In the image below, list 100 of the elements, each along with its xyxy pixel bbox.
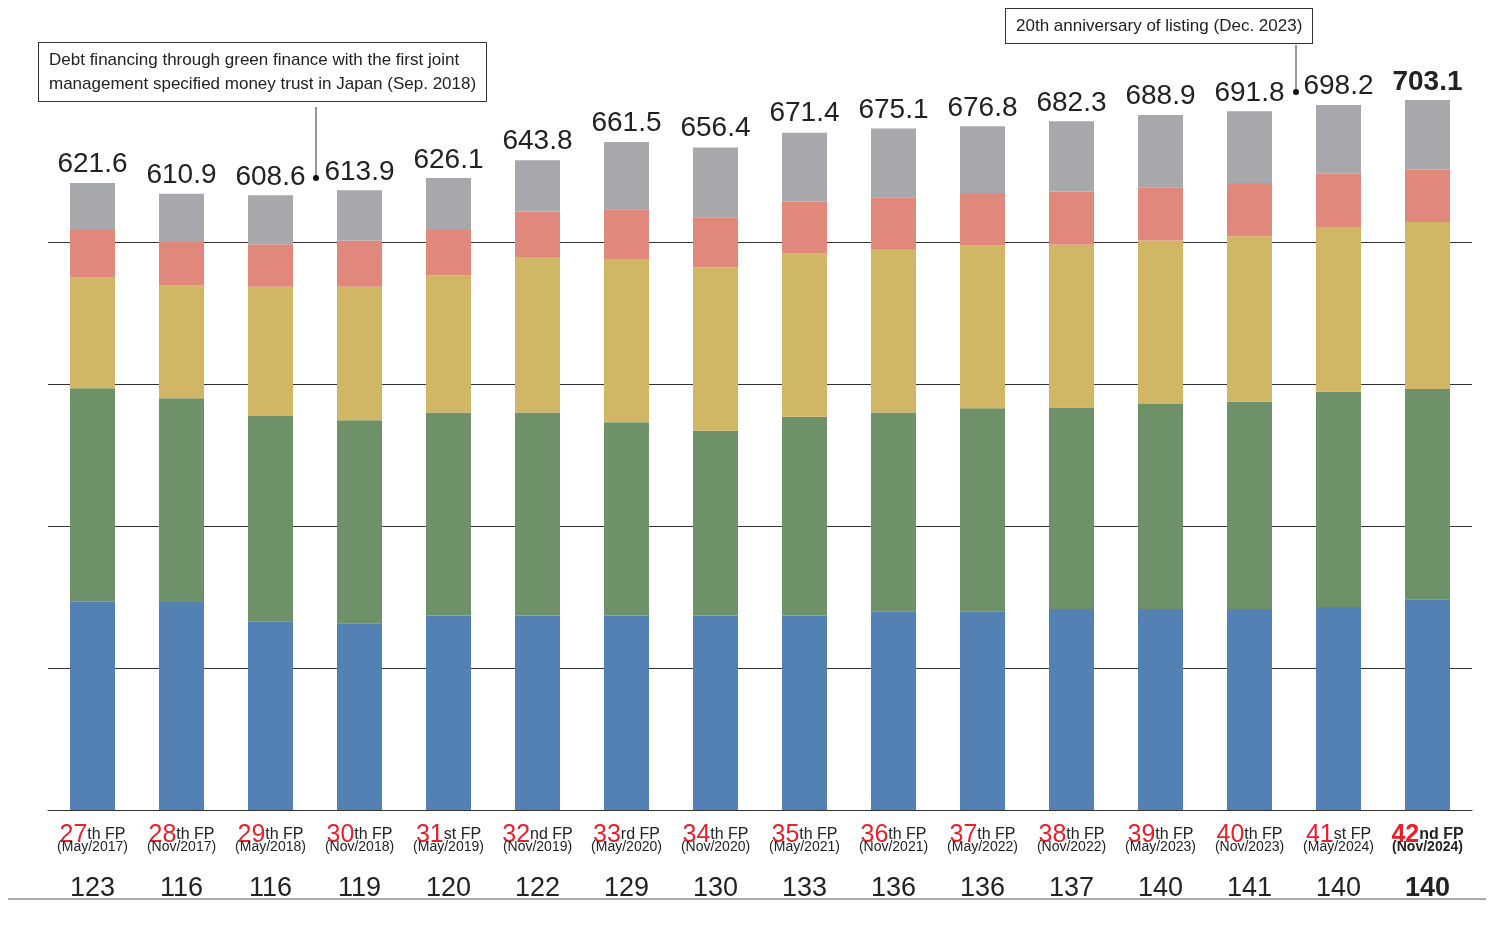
bar: [70, 277, 115, 389]
annotation: 621.6: [57, 146, 128, 178]
category-label: 30th FP (Nov/2018) 119: [324, 819, 395, 902]
bar: [426, 229, 471, 276]
annotation: 682.3: [1036, 85, 1107, 117]
bar: [693, 430, 738, 616]
bar: [871, 197, 916, 250]
annotation: 698.2: [1303, 69, 1374, 101]
bar: [1405, 100, 1450, 170]
bar: [1316, 606, 1361, 810]
bar: [1316, 104, 1361, 174]
bar: [871, 611, 916, 810]
bar: [515, 160, 560, 212]
bar: [248, 286, 293, 416]
annotation: 691.8: [1214, 75, 1285, 107]
bar: [248, 621, 293, 810]
category-label: 31st FP (May/2019) 120: [413, 819, 484, 902]
bar: [1405, 388, 1450, 600]
annotation: 703.1: [1392, 64, 1463, 96]
bar: [1049, 191, 1094, 245]
category-label: 38th FP (Nov/2022) 137: [1036, 819, 1107, 902]
bar: [70, 229, 115, 278]
bar: [1316, 227, 1361, 392]
bar: [693, 147, 738, 218]
text: Debt financing through green finance with the first joint management specified money trust in Japan (Sep. 2018): [38, 42, 488, 102]
annotation: 671.4: [769, 96, 840, 128]
bar: [1405, 599, 1450, 810]
category-label: 40th FP (Nov/2023) 141: [1214, 819, 1285, 902]
bar: [70, 601, 115, 810]
bar: [960, 408, 1005, 612]
bar: [70, 183, 115, 230]
category-label: 37th FP (May/2022) 136: [947, 819, 1018, 902]
annotation: 643.8: [502, 124, 573, 156]
bar: [159, 193, 204, 242]
bar: [871, 249, 916, 413]
bar: [604, 209, 649, 260]
category-label: 39th FP (May/2023) 140: [1125, 819, 1196, 902]
bar: [426, 412, 471, 616]
category-label: 41st FP (May/2024) 140: [1303, 819, 1374, 902]
bar: [960, 126, 1005, 194]
bar: [426, 275, 471, 413]
category-label: 27th FP (May/2017) 123: [57, 819, 128, 902]
bar: [337, 420, 382, 624]
bar: [604, 422, 649, 616]
bar: [871, 412, 916, 612]
bar: [1227, 401, 1272, 610]
bar: [1138, 187, 1183, 241]
bar: [1138, 403, 1183, 610]
bar: [1138, 240, 1183, 404]
bar: [1316, 173, 1361, 228]
bar: [1049, 407, 1094, 610]
bar: [782, 132, 827, 202]
annotation: 688.9: [1125, 78, 1196, 110]
bar: [960, 193, 1005, 246]
bar: [1405, 222, 1450, 389]
bar: [515, 412, 560, 616]
bar: [693, 217, 738, 268]
bar: [960, 245, 1005, 409]
bar: [515, 256, 560, 413]
category-label: 35th FP (May/2021) 133: [769, 819, 840, 902]
annotation: 676.8: [947, 90, 1018, 122]
annotation: 675.1: [858, 92, 929, 124]
category-label: 32nd FP (Nov/2019) 122: [502, 819, 573, 902]
bar: [159, 242, 204, 286]
bar: [248, 415, 293, 622]
bar: [960, 611, 1005, 810]
bar: [515, 211, 560, 257]
bar: [515, 615, 560, 810]
bar: [782, 615, 827, 810]
bar: [1049, 609, 1094, 810]
annotation: 608.6: [235, 159, 306, 191]
annotation: 661.5: [591, 106, 662, 138]
bar: [693, 267, 738, 431]
bar: [1138, 114, 1183, 188]
bar: [1227, 111, 1272, 184]
bar: [159, 601, 204, 810]
bar: [1405, 169, 1450, 223]
annotation: 656.4: [680, 111, 751, 143]
bar: [604, 259, 649, 423]
bar: [248, 195, 293, 245]
bar: [337, 286, 382, 421]
bar: [159, 285, 204, 399]
category-label: 28th FP (Nov/2017) 116: [146, 819, 217, 902]
category-label: 42nd FP (Nov/2024) 140: [1391, 819, 1464, 902]
bar: [604, 141, 649, 210]
category-label: 33rd FP (May/2020) 129: [591, 819, 662, 902]
bar: [426, 178, 471, 230]
category-label: 36th FP (Nov/2021) 136: [858, 819, 929, 902]
bar: [1227, 183, 1272, 237]
bar: [426, 615, 471, 810]
bar: [1227, 609, 1272, 810]
annotation: 626.1: [413, 142, 484, 174]
bar: [604, 615, 649, 810]
bar: [1138, 609, 1183, 810]
annotation: 613.9: [324, 154, 395, 186]
category-label: 34th FP (Nov/2020) 130: [680, 819, 751, 902]
bar: [248, 244, 293, 287]
bar: [1227, 236, 1272, 402]
bar: [1316, 391, 1361, 607]
bar: [782, 253, 827, 417]
